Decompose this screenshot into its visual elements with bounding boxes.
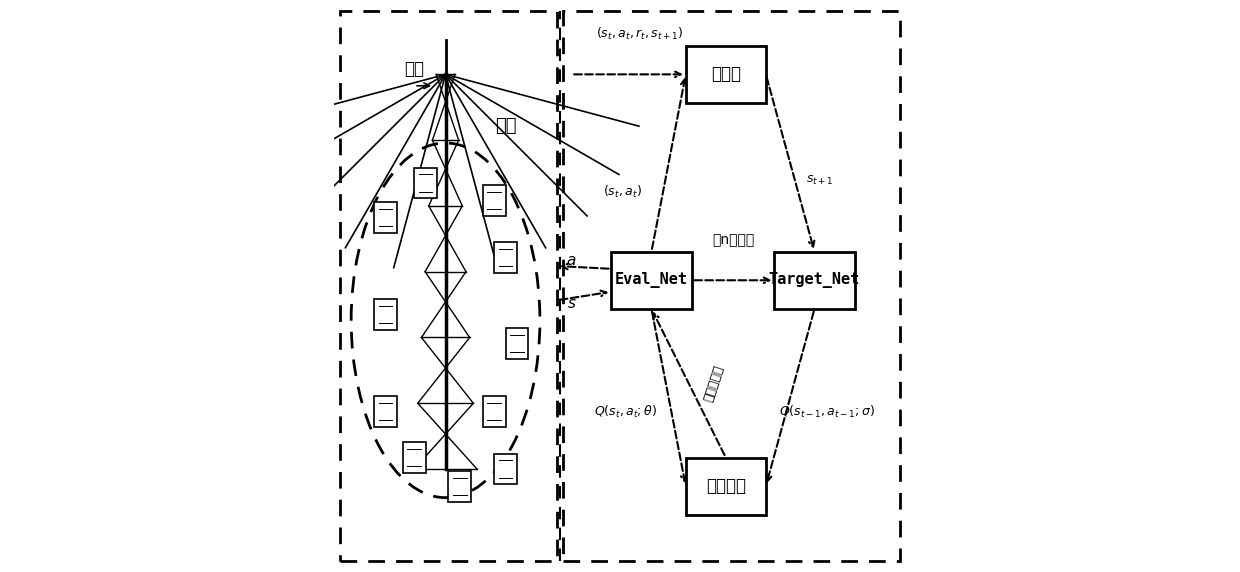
Text: 环境: 环境 bbox=[495, 117, 516, 135]
FancyBboxPatch shape bbox=[482, 185, 506, 216]
FancyBboxPatch shape bbox=[403, 442, 425, 473]
Text: $s_{t+1}$: $s_{t+1}$ bbox=[806, 174, 833, 186]
FancyBboxPatch shape bbox=[506, 328, 528, 359]
FancyBboxPatch shape bbox=[775, 252, 854, 309]
FancyBboxPatch shape bbox=[374, 299, 397, 330]
FancyBboxPatch shape bbox=[414, 168, 436, 198]
Text: Target_Net: Target_Net bbox=[769, 272, 861, 288]
FancyBboxPatch shape bbox=[495, 242, 517, 273]
Text: $Q(s_{t-1},a_{t-1};\sigma)$: $Q(s_{t-1},a_{t-1};\sigma)$ bbox=[779, 404, 875, 420]
Text: $(s_t, a_t, r_t, s_{t+1})$: $(s_t, a_t, r_t, s_{t+1})$ bbox=[596, 26, 683, 42]
FancyBboxPatch shape bbox=[495, 454, 517, 484]
Text: 每n步更新: 每n步更新 bbox=[712, 233, 754, 247]
FancyBboxPatch shape bbox=[686, 458, 766, 515]
Text: $s$: $s$ bbox=[567, 296, 577, 311]
Text: 误差计算: 误差计算 bbox=[706, 477, 745, 495]
Text: 经验池: 经验池 bbox=[711, 65, 740, 84]
FancyBboxPatch shape bbox=[374, 202, 397, 233]
Text: 误差反传播: 误差反传播 bbox=[702, 363, 727, 403]
FancyBboxPatch shape bbox=[686, 46, 766, 103]
FancyBboxPatch shape bbox=[611, 252, 692, 309]
FancyBboxPatch shape bbox=[449, 471, 471, 502]
Text: Eval_Net: Eval_Net bbox=[615, 272, 688, 288]
Text: $a$: $a$ bbox=[567, 253, 577, 268]
Text: $(s_t,a_t)$: $(s_t,a_t)$ bbox=[603, 184, 641, 200]
FancyBboxPatch shape bbox=[374, 396, 397, 427]
FancyBboxPatch shape bbox=[482, 396, 506, 427]
Text: 基站: 基站 bbox=[404, 59, 424, 78]
Text: $Q(s_t,a_t;\theta)$: $Q(s_t,a_t;\theta)$ bbox=[594, 404, 657, 420]
